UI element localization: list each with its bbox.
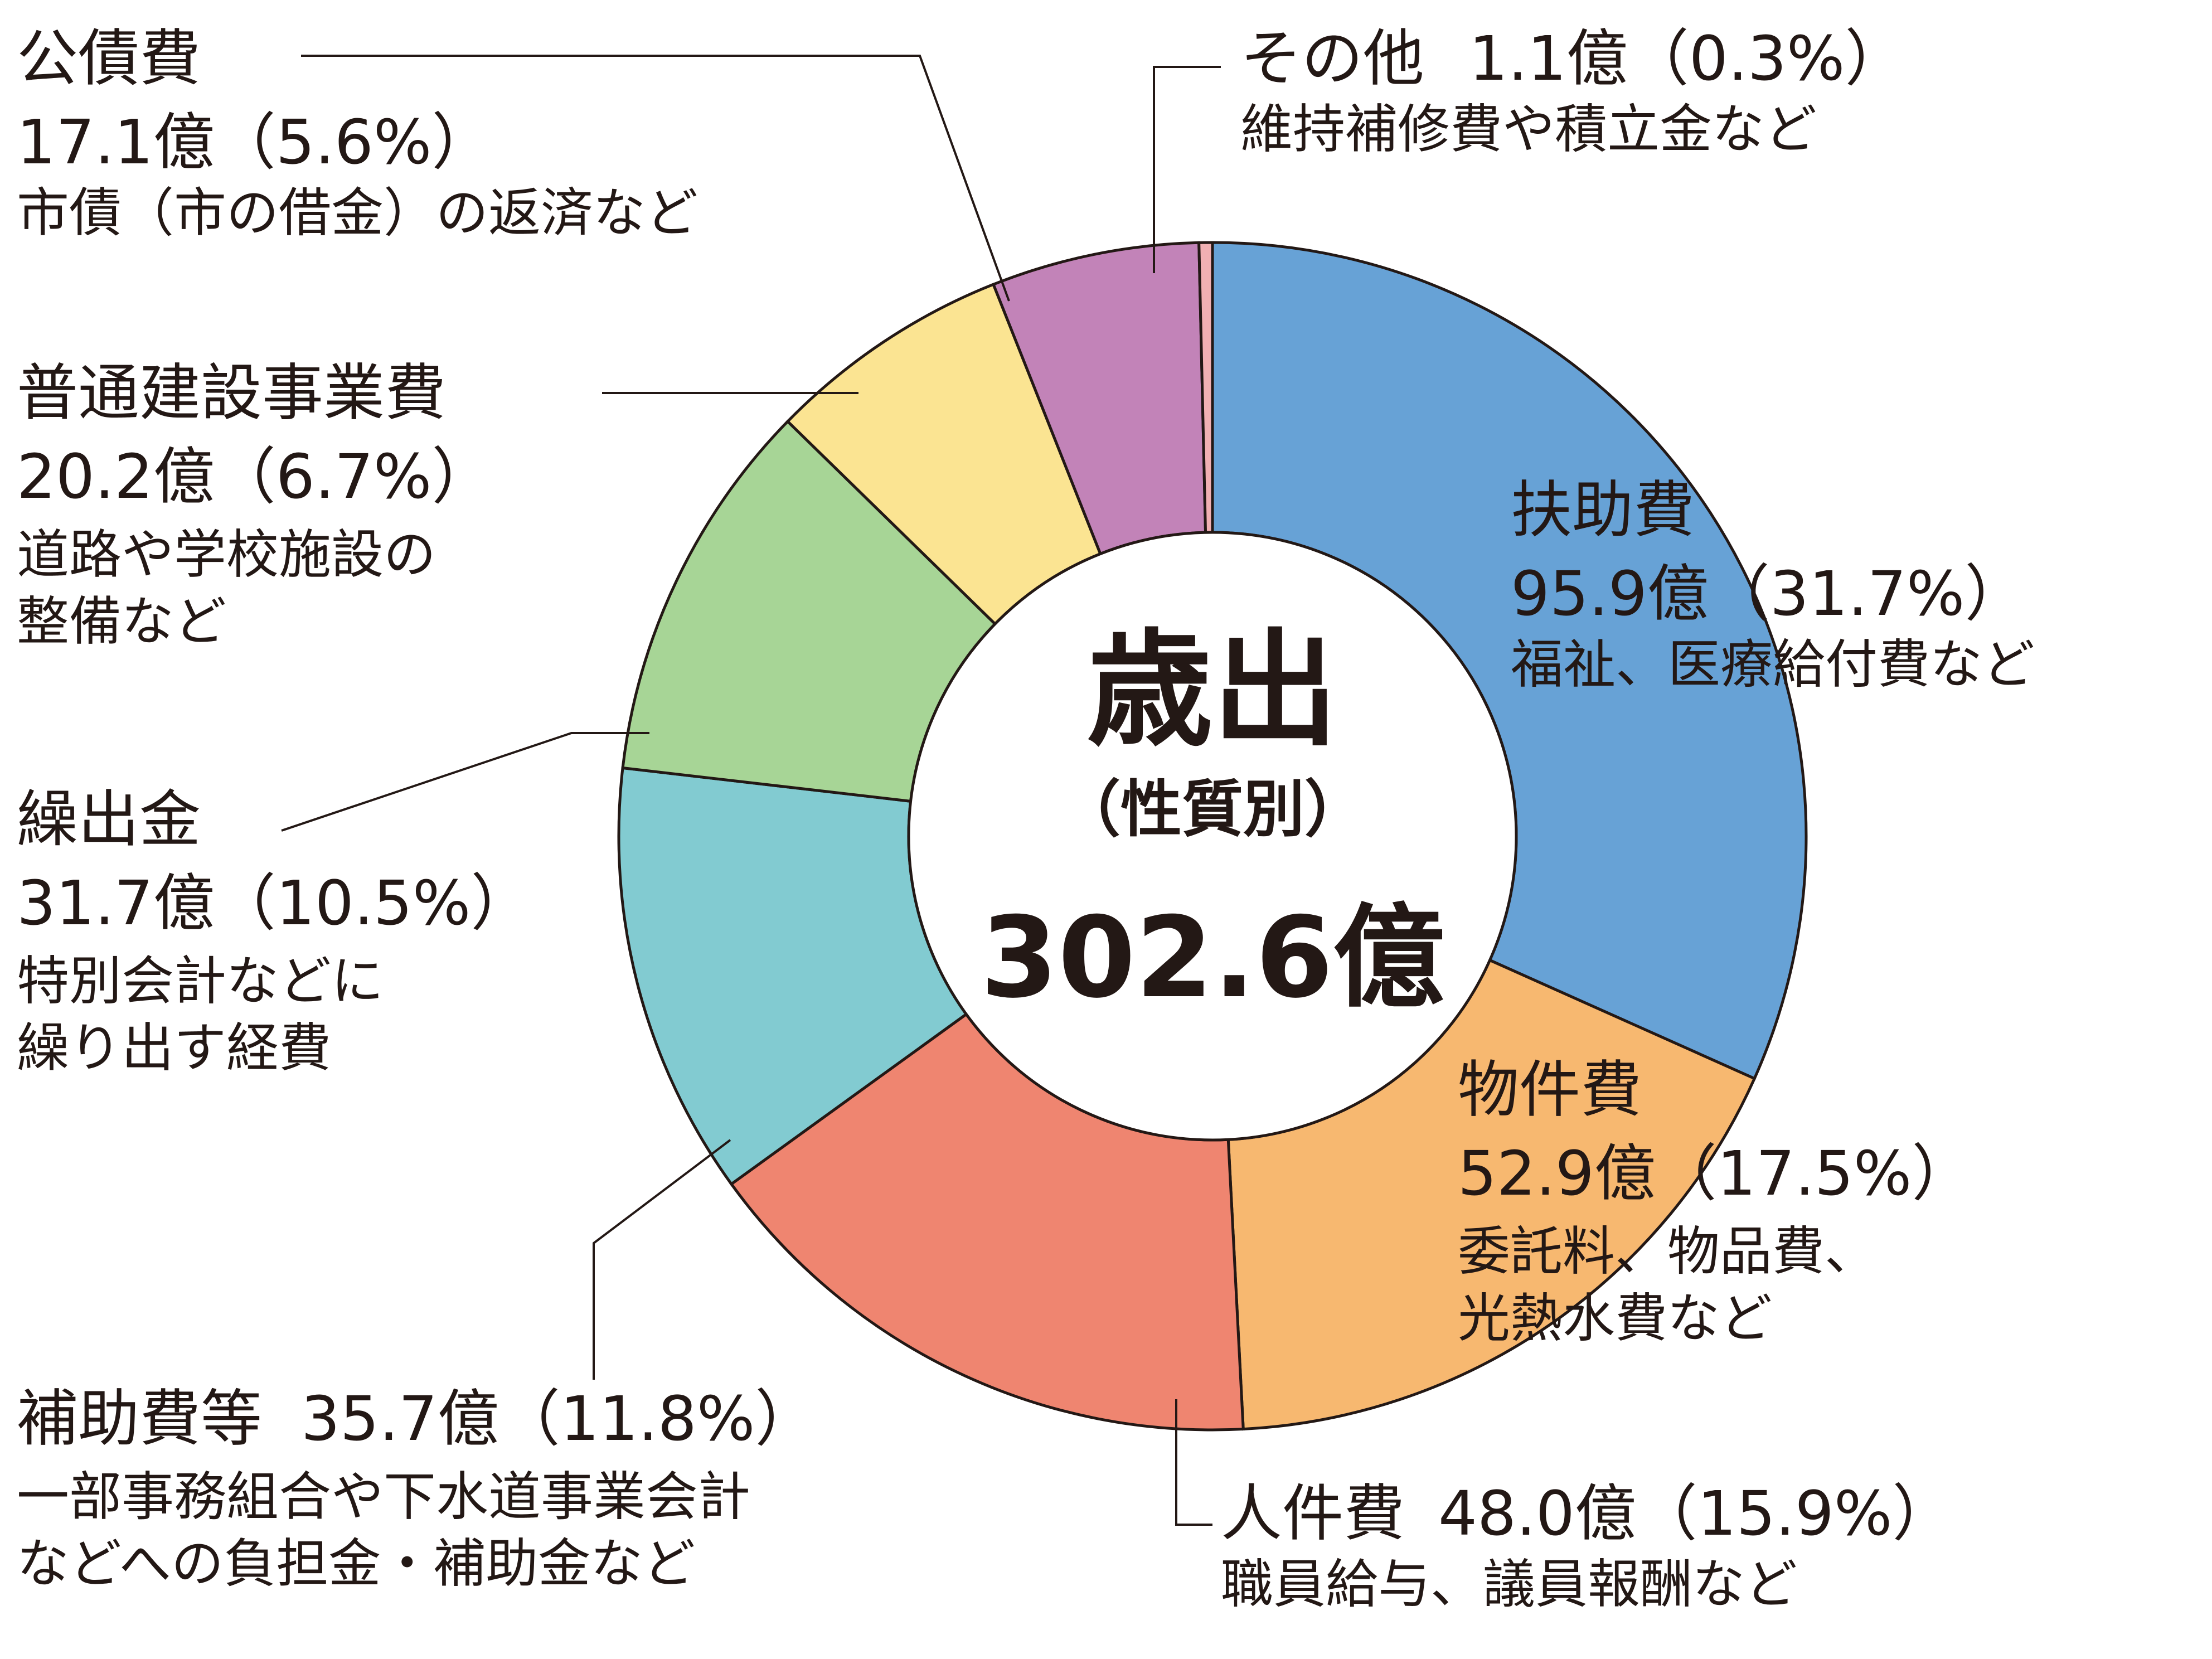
slice-value: 95.9億（31.7%） xyxy=(1511,558,2026,629)
slice-note: 一部事務組合や下水道事業会計 などへの負担金・補助金など xyxy=(17,1467,751,1595)
slice-heading: 人件費 48.0億（15.9%） xyxy=(1221,1483,1953,1544)
leader-lines xyxy=(281,55,1221,1526)
donut-hole xyxy=(907,531,1518,1142)
leader-line-sonota xyxy=(1153,66,1221,273)
slice-name: 物件費 xyxy=(1458,1054,1642,1126)
label-fujohi: 扶助費 95.9億（31.7%） 福祉、医療給付費など xyxy=(1511,479,2035,691)
slice-value: 17.1億（5.6%） xyxy=(17,106,493,178)
slice-note: 委託料、物品費、 光熱水費など xyxy=(1458,1221,1878,1350)
slice-note: 職員給与、議員報酬など xyxy=(1221,1554,1798,1615)
leader-line-kuridashikin xyxy=(281,732,649,832)
label-kuridashikin: 繰出金 31.7億（10.5%） 特別会計などに 繰り出す経費 xyxy=(17,789,532,1083)
label-hojohi: 補助費等 35.7億（11.8%） 一部事務組合や下水道事業会計 などへの負担金・… xyxy=(17,1388,816,1598)
slice-value: 35.7億（11.8%） xyxy=(301,1383,817,1454)
slice-note: 維持補修費や積立金など xyxy=(1240,99,1817,160)
slice-name: その他 xyxy=(1240,23,1424,94)
slice-note: 特別会計などに 繰り出す経費 xyxy=(17,951,384,1079)
slice-name: 補助費等 xyxy=(17,1383,262,1454)
slice-name: 扶助費 xyxy=(1511,474,1695,546)
label-bukkenhi: 物件費 52.9億（17.5%） 委託料、物品費、 光熱水費など xyxy=(1458,1059,1973,1353)
slice-name: 人件費 xyxy=(1221,1478,1405,1549)
slice-value: 20.2億（6.7%） xyxy=(17,441,493,512)
slice-value: 31.7億（10.5%） xyxy=(17,867,532,939)
label-sonota: その他 1.1億（0.3%） 維持補修費や積立金など xyxy=(1240,28,1906,156)
slice-name: 公債費 xyxy=(17,23,201,94)
label-jinkenhi: 人件費 48.0億（15.9%） 職員給与、議員報酬など xyxy=(1221,1483,1953,1611)
slice-value: 1.1億（0.3%） xyxy=(1469,23,1907,94)
slice-value: 52.9億（17.5%） xyxy=(1458,1138,1973,1209)
center-subtitle: （性質別） xyxy=(1059,774,1366,845)
slice-name: 普通建設事業費 xyxy=(17,357,446,429)
slice-heading: 補助費等 35.7億（11.8%） xyxy=(17,1388,816,1449)
slice-value: 48.0億（15.9%） xyxy=(1438,1478,1954,1549)
slice-heading: その他 1.1億（0.3%） xyxy=(1240,28,1906,89)
leader-line-kousaihi xyxy=(301,55,1010,302)
leader-line-hojohi xyxy=(593,1139,731,1380)
leader-line-jinkenhi xyxy=(1175,1399,1212,1526)
slice-note: 道路や学校施設の 整備など xyxy=(17,525,436,653)
donut-slices xyxy=(617,241,1808,1432)
center-total: 302.6億 xyxy=(980,893,1445,1023)
slice-note: 市債（市の借金）の返済など xyxy=(17,183,698,244)
label-futsukensetsu: 普通建設事業費 20.2億（6.7%） 道路や学校施設の 整備など xyxy=(17,362,493,656)
center-title: 歳出 xyxy=(1087,618,1338,764)
slice-note: 福祉、医療給付費など xyxy=(1511,634,2035,695)
label-kousaihi: 公債費 17.1億（5.6%） 市債（市の借金）の返済など xyxy=(17,28,698,240)
slice-name: 繰出金 xyxy=(17,784,201,855)
